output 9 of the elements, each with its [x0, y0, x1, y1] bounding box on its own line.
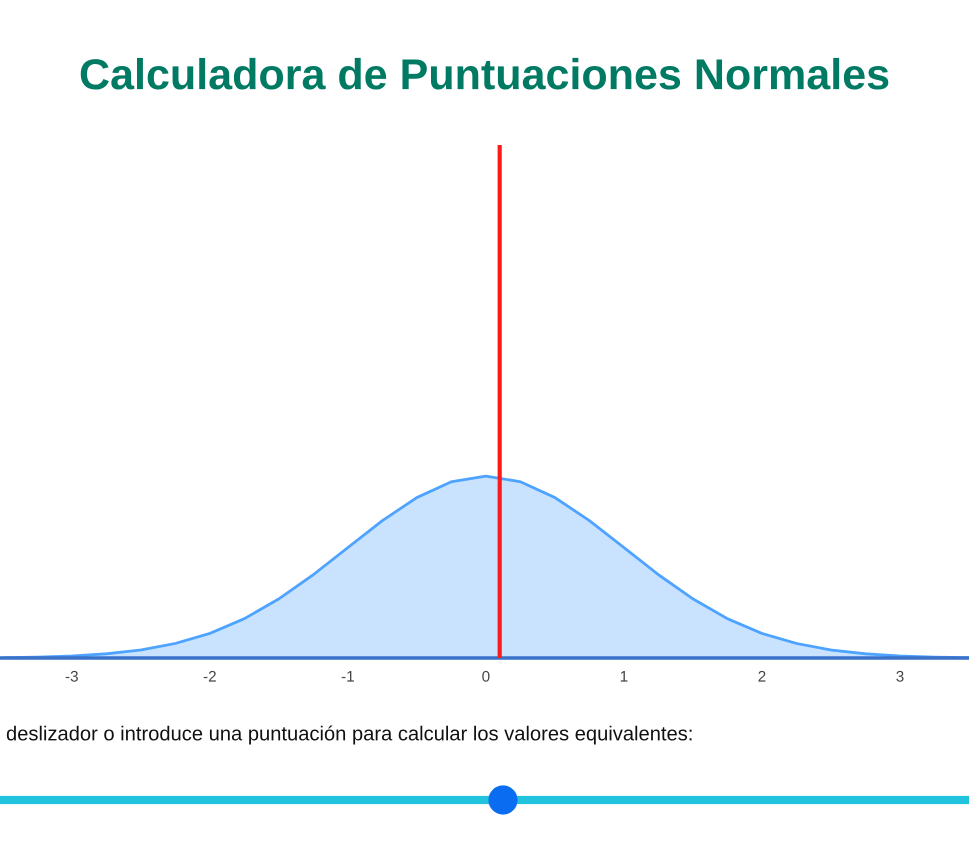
x-tick-label: 2: [758, 670, 766, 682]
chart-title: Calculadora de Puntuaciones Normales: [80, 58, 888, 90]
x-tick-label: -3: [66, 670, 78, 682]
x-tick-label: 1: [620, 671, 628, 682]
x-tick-label: 0: [482, 670, 490, 682]
x-tick-label: -2: [204, 670, 216, 682]
x-tick-label: 3: [896, 670, 904, 682]
text: deslizador o introduce una puntuación para calcular los valores equivalentes:: [6, 725, 692, 745]
x-tick-label: -1: [342, 671, 354, 682]
